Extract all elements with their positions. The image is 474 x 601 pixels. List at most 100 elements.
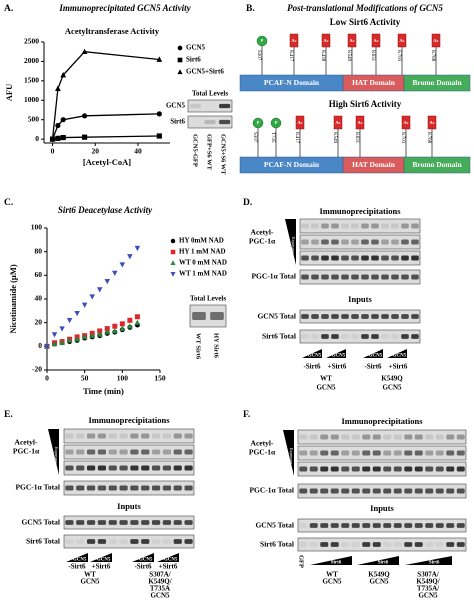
site-label: K768 xyxy=(430,50,435,62)
blot-band xyxy=(86,465,96,471)
blot-band xyxy=(321,314,329,319)
row-label: PGC-1α Total xyxy=(251,272,296,281)
blot-band xyxy=(320,488,329,494)
legend-marker xyxy=(170,260,176,266)
wedge-label: GCN5 xyxy=(393,353,407,358)
blot-band xyxy=(320,434,329,440)
blot-band xyxy=(219,119,231,125)
blot-band xyxy=(446,434,455,440)
blot-band xyxy=(456,466,465,472)
legend-label: GCN5 xyxy=(186,44,206,52)
blot-band xyxy=(341,314,349,319)
blot-band xyxy=(330,450,339,456)
blot-band xyxy=(184,485,193,491)
blot-band xyxy=(414,450,423,456)
series-line xyxy=(51,51,160,140)
blot-band xyxy=(86,433,96,439)
mod-icon xyxy=(355,115,365,130)
blot-band xyxy=(372,434,381,440)
wedge-label: Sirt6 xyxy=(429,560,440,565)
legend-marker xyxy=(177,69,183,75)
blot-band xyxy=(130,485,139,491)
legend-marker xyxy=(170,271,176,277)
blot-band xyxy=(311,314,319,319)
blot-band xyxy=(351,434,360,440)
blot-band xyxy=(331,239,339,245)
section-title: Immunoprecipitations xyxy=(319,206,401,216)
panel-label: D. xyxy=(243,198,252,208)
mod-label: Ac xyxy=(403,120,408,125)
blot-band xyxy=(383,466,392,472)
group-label: K549Q/ xyxy=(148,578,172,586)
blot-band xyxy=(351,274,359,280)
mod-label: Ac xyxy=(399,38,404,43)
x-tick-label: 150 xyxy=(154,374,166,383)
marker xyxy=(49,135,56,142)
blot-band xyxy=(404,434,413,440)
blot-band xyxy=(320,450,329,456)
blot-band xyxy=(97,433,107,439)
blot xyxy=(299,309,421,324)
state-title: High Sirt6 Activity xyxy=(329,99,402,109)
legend-marker xyxy=(170,249,176,255)
blot-band xyxy=(456,488,465,494)
blot-band xyxy=(341,542,350,547)
mod-label: P xyxy=(257,120,260,125)
legend-marker xyxy=(177,57,183,63)
blot xyxy=(297,429,467,445)
marker xyxy=(60,71,67,78)
blot-band xyxy=(404,450,413,456)
blot-band xyxy=(361,255,369,261)
marker xyxy=(156,111,162,117)
marker xyxy=(60,117,66,123)
blot xyxy=(297,445,467,461)
blot-band xyxy=(391,255,399,261)
row-label: Acetyl- xyxy=(15,438,38,447)
blot-band xyxy=(425,450,434,456)
blot-band xyxy=(414,488,423,494)
mod-icon xyxy=(397,33,407,48)
marker xyxy=(127,323,133,329)
lane-label: -Sirt6 xyxy=(303,363,321,371)
group-label: GCN5 xyxy=(322,578,342,586)
blot-band xyxy=(341,223,349,229)
site-label: K417 xyxy=(288,50,293,62)
row-label: Sirt6 Total xyxy=(260,540,294,549)
marker xyxy=(134,314,140,320)
blot-band xyxy=(393,434,402,440)
blot-band xyxy=(414,434,423,440)
y-tick-label: 40 xyxy=(35,294,43,303)
blot-band xyxy=(301,274,309,280)
blot-band xyxy=(173,539,182,544)
blot-band xyxy=(351,239,359,245)
marker xyxy=(119,325,126,331)
blot-band xyxy=(309,434,318,440)
y-tick-label: 1000 xyxy=(24,95,39,104)
legend-marker xyxy=(177,45,183,51)
blot-band xyxy=(108,485,117,491)
legend-label: HY 1 mM NAD xyxy=(179,248,226,256)
wedge xyxy=(387,349,407,358)
wedge xyxy=(405,556,452,565)
blot-band xyxy=(341,274,349,280)
group-label: WT xyxy=(84,571,96,579)
blot-band xyxy=(173,520,182,525)
mod-label: Ac xyxy=(323,38,328,43)
lane-label: +Sirt6 xyxy=(328,363,347,371)
marker xyxy=(96,331,103,337)
blot-band xyxy=(425,434,434,440)
legend-label: GCN5+Sirt6 xyxy=(186,68,224,76)
x-tick-label: 40 xyxy=(134,147,142,156)
blot-band xyxy=(435,434,444,440)
section-title: Inputs xyxy=(348,294,372,304)
blot-band xyxy=(97,465,107,471)
site-label: K703 xyxy=(396,50,401,62)
mod-icon xyxy=(321,33,331,48)
group-label: GCN5 xyxy=(80,578,100,586)
blot-label: GCN5 xyxy=(166,102,186,110)
blot-band xyxy=(446,542,455,547)
series-line xyxy=(52,135,160,140)
y-axis-title: AFU xyxy=(4,84,14,101)
blot-band xyxy=(371,255,379,261)
y-tick-label: -20 xyxy=(32,365,42,374)
